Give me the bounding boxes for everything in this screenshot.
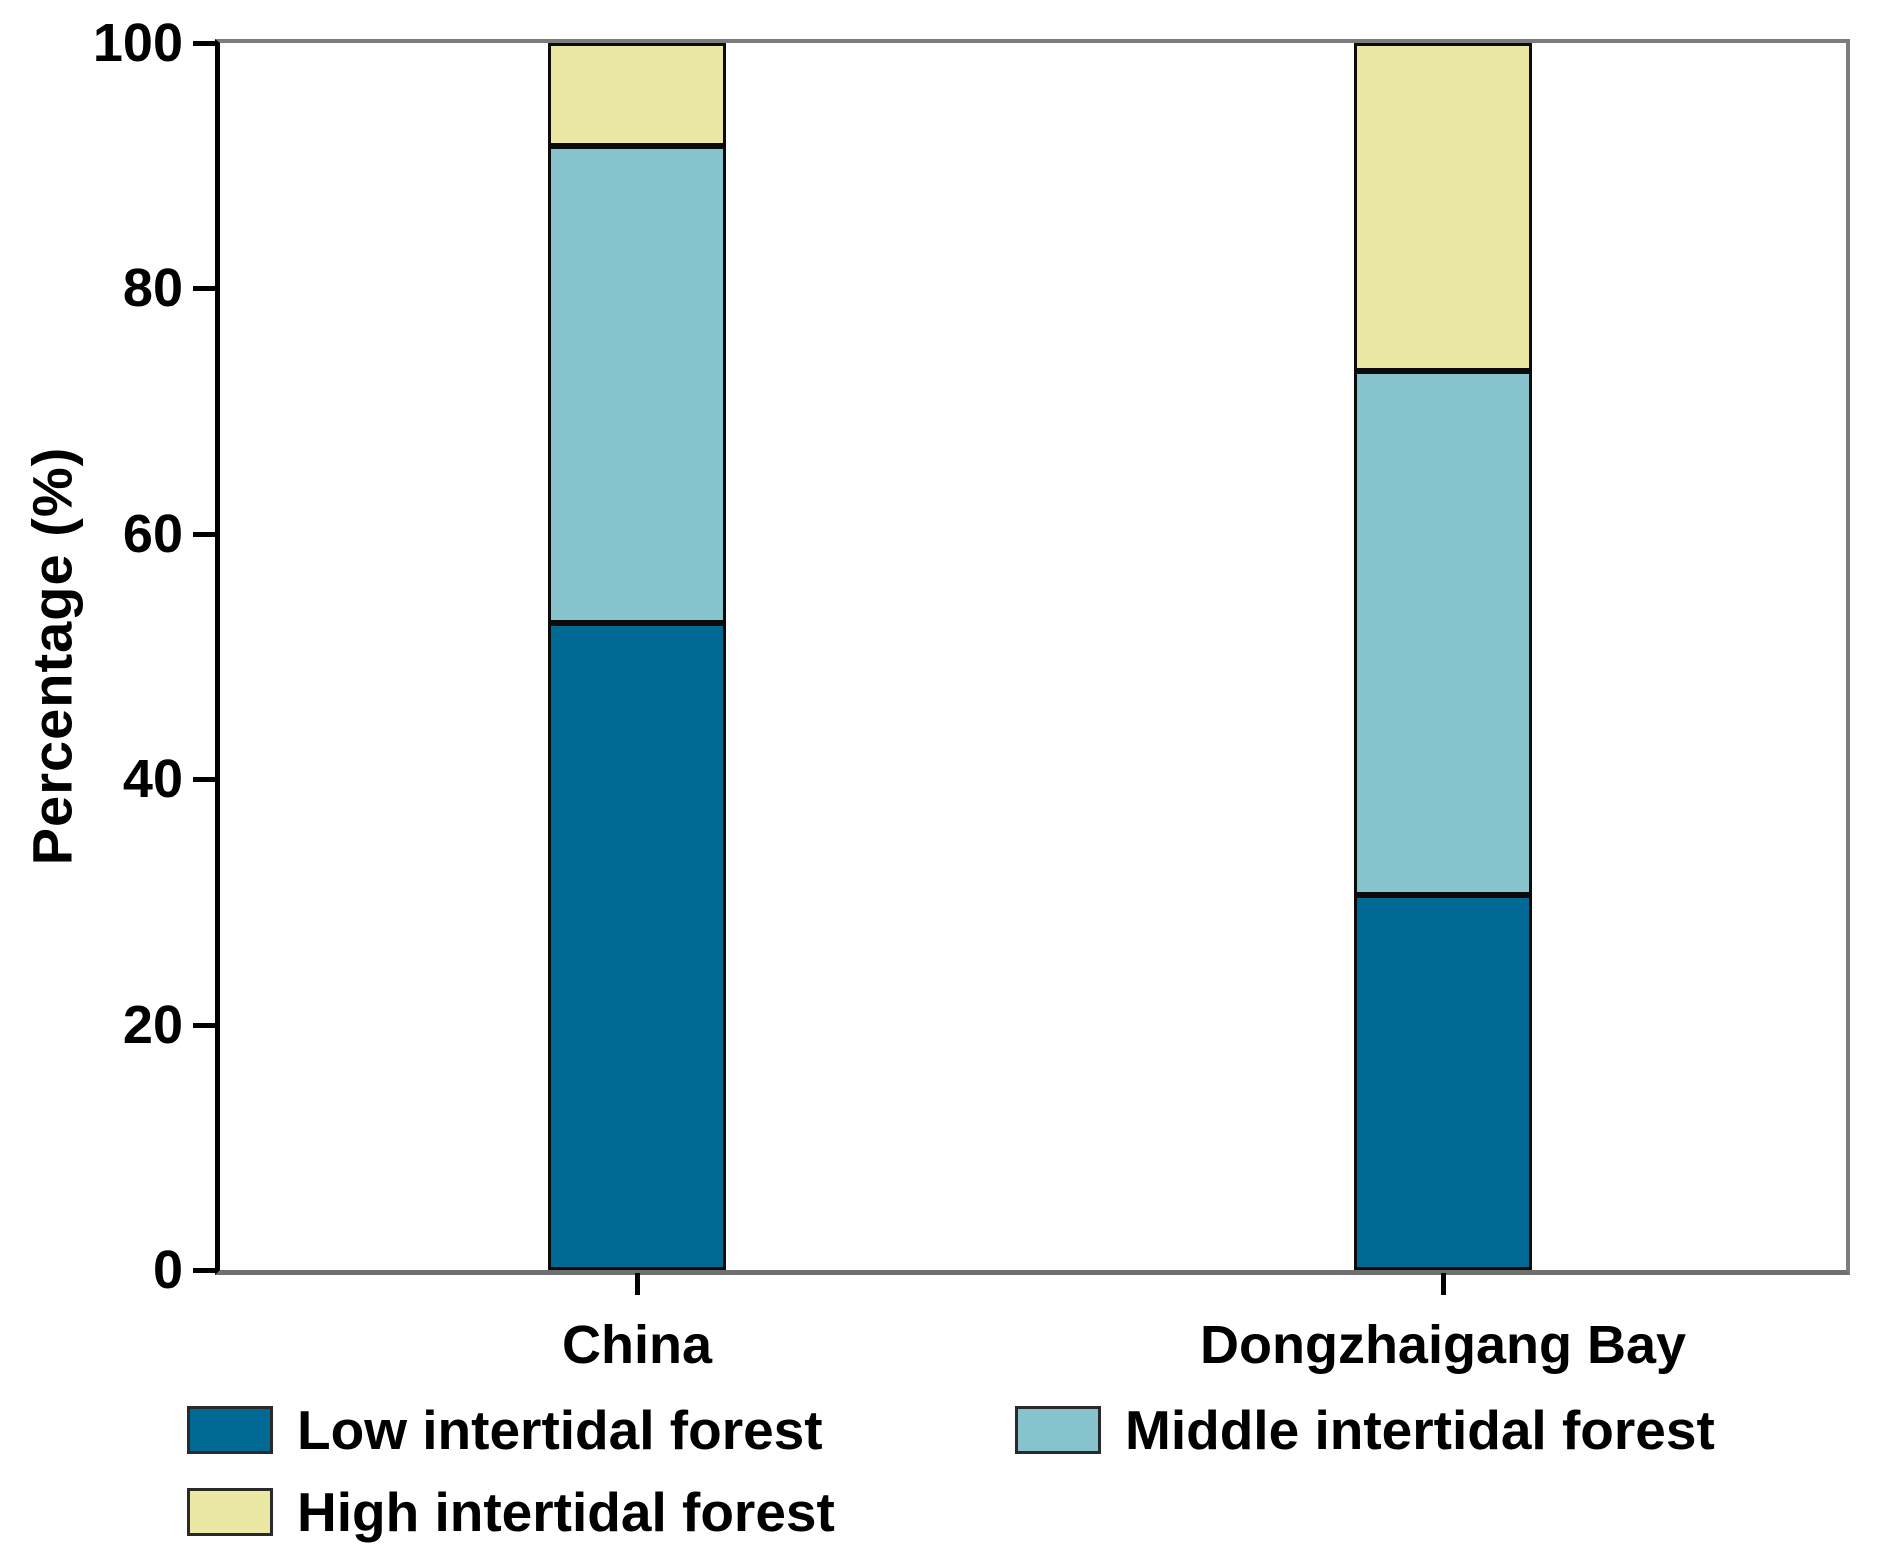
x-axis-tick	[1441, 1273, 1446, 1295]
y-axis-tick	[193, 531, 215, 537]
x-axis-tick	[635, 1273, 640, 1295]
bar-china-low-intertidal-forest-segment	[548, 623, 726, 1270]
legend-swatch-high-intertidal-forest	[187, 1488, 273, 1536]
bar-china-middle-intertidal-forest-segment	[548, 146, 726, 624]
y-axis-tick-label: 20	[122, 994, 183, 1055]
legend-label-low-intertidal-forest: Low intertidal forest	[297, 1399, 823, 1461]
y-axis-tick-label: 0	[152, 1240, 183, 1300]
y-axis-tick-label: 80	[122, 258, 183, 319]
y-axis-tick	[193, 777, 215, 783]
bar-dongzhaigang-bay-low-intertidal-forest-segment	[1354, 894, 1532, 1270]
legend-label-middle-intertidal-forest: Middle intertidal forest	[1125, 1399, 1715, 1461]
legend-label-high-intertidal-forest: High intertidal forest	[297, 1481, 835, 1543]
legend-swatch-middle-intertidal-forest	[1015, 1406, 1101, 1454]
legend-item-middle-intertidal-forest: Middle intertidal forest	[1015, 1402, 1715, 1458]
y-axis-tick	[193, 1268, 215, 1273]
y-axis-tick	[193, 41, 215, 46]
legend-item-high-intertidal-forest: High intertidal forest	[187, 1484, 835, 1540]
bar-china-high-intertidal-forest-segment	[548, 43, 726, 147]
bar-dongzhaigang-bay-middle-intertidal-forest-segment	[1354, 370, 1532, 895]
y-axis-tick	[193, 286, 215, 292]
y-axis-tick-label: 60	[122, 503, 183, 564]
y-axis-tick-label: 40	[122, 749, 183, 810]
y-axis-tick	[193, 1022, 215, 1028]
legend-item-low-intertidal-forest: Low intertidal forest	[187, 1402, 823, 1458]
legend-swatch-low-intertidal-forest	[187, 1406, 273, 1454]
bar-dongzhaigang-bay-high-intertidal-forest-segment	[1354, 43, 1532, 371]
y-axis-tick-label: 100	[92, 13, 183, 73]
x-axis-category-label-china: China	[561, 1315, 712, 1375]
plot-area	[215, 39, 1850, 1275]
x-axis-category-label-dongzhaigang-bay: Dongzhaigang Bay	[1199, 1315, 1687, 1375]
